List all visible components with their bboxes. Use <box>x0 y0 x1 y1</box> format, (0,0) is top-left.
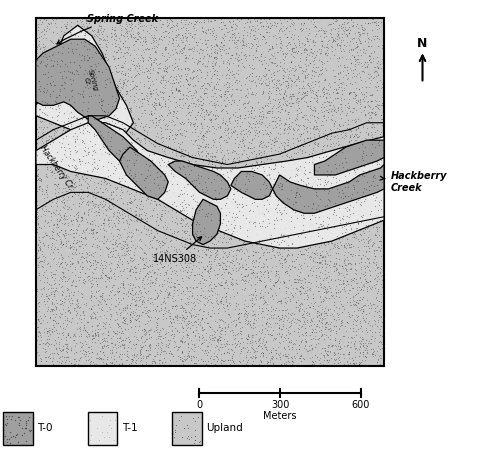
Text: N: N <box>418 37 428 49</box>
Text: 600: 600 <box>352 400 370 410</box>
Text: Upland: Upland <box>206 423 243 433</box>
Text: Spring
Cr.: Spring Cr. <box>80 68 99 94</box>
Text: T-1: T-1 <box>122 423 138 433</box>
Polygon shape <box>272 164 384 213</box>
Polygon shape <box>120 147 168 199</box>
Polygon shape <box>36 39 119 119</box>
Text: T-0: T-0 <box>38 423 53 433</box>
Bar <box>88 412 117 445</box>
Text: Hackberry Cr.: Hackberry Cr. <box>38 144 76 192</box>
Text: 300: 300 <box>271 400 289 410</box>
Text: 0: 0 <box>196 400 202 410</box>
Text: Meters: Meters <box>263 411 297 421</box>
Bar <box>4 412 32 445</box>
Polygon shape <box>36 123 384 248</box>
Polygon shape <box>88 116 141 168</box>
Text: Hackberry
Creek: Hackberry Creek <box>380 171 448 193</box>
Polygon shape <box>192 199 220 245</box>
Text: Spring Creek: Spring Creek <box>57 14 158 44</box>
Text: 14NS308: 14NS308 <box>153 237 202 264</box>
Polygon shape <box>168 161 231 199</box>
Polygon shape <box>36 25 134 140</box>
Polygon shape <box>314 140 384 175</box>
Polygon shape <box>231 171 272 199</box>
Bar <box>172 412 202 445</box>
